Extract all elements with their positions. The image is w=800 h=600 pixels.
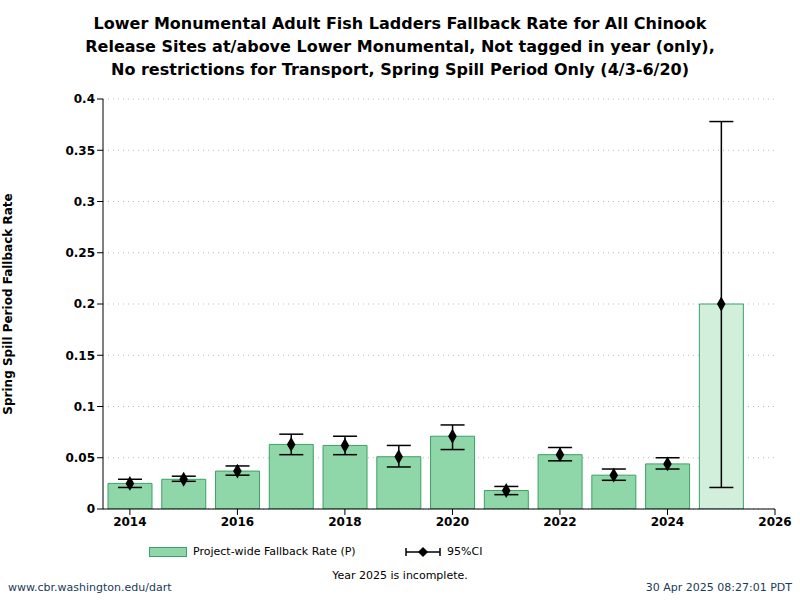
svg-text:0.25: 0.25 bbox=[65, 246, 95, 260]
svg-text:2018: 2018 bbox=[328, 515, 361, 529]
html-text:95%CI: 95%CI bbox=[447, 545, 483, 558]
html-text:Lower Monumental Adult Fish La: Lower Monumental Adult Fish Ladders Fall… bbox=[93, 14, 707, 33]
svg-text:Spring Spill Period Fallback R: Spring Spill Period Fallback Rate bbox=[8, 193, 15, 414]
html-text:No restrictions for Transport,: No restrictions for Transport, Spring Sp… bbox=[111, 60, 689, 79]
svg-text:2014: 2014 bbox=[113, 515, 146, 529]
svg-text:2022: 2022 bbox=[543, 515, 576, 529]
html-text:Release Sites at/above Lower M: Release Sites at/above Lower Monumental,… bbox=[85, 37, 715, 56]
svg-text:0.15: 0.15 bbox=[65, 349, 95, 363]
html-text:30 Apr 2025 08:27:01 PDT: 30 Apr 2025 08:27:01 PDT bbox=[645, 581, 792, 594]
svg-text:2026: 2026 bbox=[758, 515, 791, 529]
svg-text:0.2: 0.2 bbox=[74, 297, 95, 311]
svg-text:2020: 2020 bbox=[436, 515, 469, 529]
html-text:Year 2025 is incomplete.: Year 2025 is incomplete. bbox=[332, 569, 468, 582]
svg-text:0: 0 bbox=[87, 502, 95, 516]
svg-text:2024: 2024 bbox=[651, 515, 684, 529]
svg-text:0.4: 0.4 bbox=[74, 92, 95, 106]
svg-text:0.3: 0.3 bbox=[74, 195, 95, 209]
svg-text:0.05: 0.05 bbox=[65, 451, 95, 465]
svg-text:0.1: 0.1 bbox=[74, 400, 95, 414]
svg-text:2016: 2016 bbox=[221, 515, 254, 529]
html-text:Project-wide Fallback Rate (P): Project-wide Fallback Rate (P) bbox=[193, 545, 356, 558]
svg-text:0.35: 0.35 bbox=[65, 144, 95, 158]
html-text:www.cbr.washington.edu/dart: www.cbr.washington.edu/dart bbox=[8, 581, 172, 594]
